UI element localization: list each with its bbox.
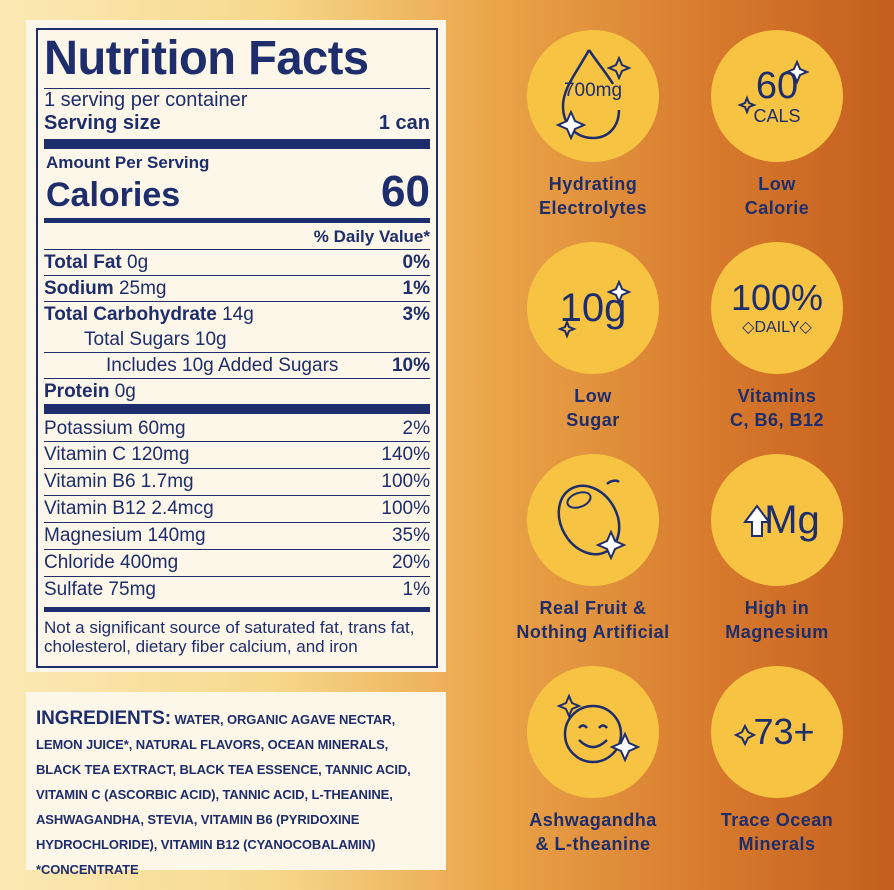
badge-low-calorie: 60 CALS Low Calorie xyxy=(686,30,868,220)
medium-divider xyxy=(44,218,430,223)
badge-icon-subtext: ◇DAILY◇ xyxy=(742,319,812,336)
nutrient-row: Protein 0g xyxy=(44,378,430,404)
nutrient-name: Total Carbohydrate xyxy=(44,303,217,325)
badge-real-fruit: Real Fruit & Nothing Artificial xyxy=(502,454,684,644)
nutrient-row: Total Fat 0g 0% xyxy=(44,249,430,275)
nutrition-title: Nutrition Facts xyxy=(44,32,369,85)
micronutrient-name: Sulfate 75mg xyxy=(44,579,156,600)
badge-label-line2: Magnesium xyxy=(725,622,829,642)
vitamins-icon: 100% ◇DAILY◇ xyxy=(731,278,823,338)
nutrient-row: Total Sugars 10g xyxy=(44,327,430,352)
micronutrient-name: Vitamin B6 1.7mg xyxy=(44,471,194,492)
badge-label-line2: Minerals xyxy=(738,834,816,854)
nutrient-name: Includes 10g Added Sugars xyxy=(106,354,339,376)
badge-trace-minerals: 73+ Trace Ocean Minerals xyxy=(686,666,868,856)
badge-label-line1: Low xyxy=(758,174,796,194)
nutrient-dv: 3% xyxy=(402,303,430,325)
micronutrient-dv: 2% xyxy=(402,417,430,439)
nutrient-name: Protein xyxy=(44,380,110,402)
smiley-icon xyxy=(556,693,641,764)
daily-value-header: % Daily Value* xyxy=(313,227,430,246)
nutrient-amount: 25mg xyxy=(118,277,167,299)
badge-ashwagandha: Ashwagandha & L-theanine xyxy=(502,666,684,856)
micronutrient-row: Chloride 400mg 20% xyxy=(44,549,430,576)
nutrient-row: Total Carbohydrate 14g 3% xyxy=(44,301,430,327)
nutrient-row: Includes 10g Added Sugars 10% xyxy=(44,352,430,378)
badge-icon-text: 60 xyxy=(755,65,799,107)
micronutrient-dv: 100% xyxy=(381,498,430,519)
nutrition-panel: Nutrition Facts 1 serving per container … xyxy=(26,20,446,672)
badge-label-line2: Calorie xyxy=(744,198,810,218)
nutrient-name: Total Sugars 10g xyxy=(84,328,227,350)
micronutrient-row: Vitamin B6 1.7mg 100% xyxy=(44,468,430,495)
badge-icon-text: 700mg xyxy=(563,80,623,101)
badge-label-line2: Sugar xyxy=(566,410,620,430)
micronutrient-dv: 140% xyxy=(381,444,430,465)
badge-high-magnesium: Mg High in Magnesium xyxy=(686,454,868,644)
ingredients-text: WATER, ORGANIC AGAVE NECTAR, LEMON JUICE… xyxy=(36,712,411,877)
micronutrient-name: Chloride 400mg xyxy=(44,552,179,573)
serving-size-label: Serving size xyxy=(44,112,161,134)
nutrient-amount: 0g xyxy=(114,380,136,402)
badge-icon-subtext: CALS xyxy=(753,106,801,126)
nutrient-row: Sodium 25mg 1% xyxy=(44,275,430,301)
calories-label: Calories xyxy=(46,176,181,214)
badge-label-line1: Ashwagandha xyxy=(529,810,657,830)
minerals-icon xyxy=(733,723,757,747)
nutrient-amount: 0g xyxy=(127,251,149,273)
calories-value: 60 xyxy=(381,167,430,216)
badge-label-line1: Vitamins xyxy=(737,386,817,406)
badge-label-line1: Real Fruit & xyxy=(539,598,647,618)
thick-divider xyxy=(44,139,430,149)
micronutrient-row: Magnesium 140mg 35% xyxy=(44,522,430,549)
nutrient-name: Sodium xyxy=(44,277,114,299)
badge-label-line1: Low xyxy=(574,386,612,406)
badge-icon-text: 10g xyxy=(559,285,627,330)
nutrition-footnote: Not a significant source of saturated fa… xyxy=(44,607,430,656)
badge-icon-text: 100% xyxy=(730,277,824,318)
micronutrient-dv: 100% xyxy=(381,471,430,492)
micronutrient-row: Vitamin C 120mg 140% xyxy=(44,441,430,468)
nutrient-amount: 14g xyxy=(222,303,254,325)
nutrient-dv: 1% xyxy=(402,277,430,299)
micronutrient-dv: 1% xyxy=(402,579,430,600)
nutrient-name: Total Fat xyxy=(44,251,122,273)
badge-hydrating-electrolytes: 700mg Hydrating Electrolytes xyxy=(502,30,684,220)
amount-per-serving: Amount Per Serving xyxy=(46,153,210,172)
micronutrient-row: Potassium 60mg 2% xyxy=(44,416,430,441)
micronutrient-row: Sulfate 75mg 1% xyxy=(44,576,430,603)
micronutrient-row: Vitamin B12 2.4mcg 100% xyxy=(44,495,430,522)
nutrient-dv: 0% xyxy=(402,251,430,273)
badge-label-line2: Electrolytes xyxy=(538,198,648,218)
water-drop-icon xyxy=(555,49,632,141)
magnesium-icon xyxy=(743,504,771,537)
badge-icon-text: 73+ xyxy=(753,711,815,752)
badge-label-line2: Nothing Artificial xyxy=(516,622,670,642)
lemon-icon xyxy=(557,479,627,561)
micronutrient-name: Vitamin C 120mg xyxy=(44,444,190,465)
calories-icon xyxy=(737,59,810,115)
sugar-icon xyxy=(557,279,632,339)
micronutrient-dv: 35% xyxy=(391,525,430,546)
badge-label-line2: & L-theanine xyxy=(535,834,651,854)
badge-low-sugar: 10g Low Sugar xyxy=(502,242,684,432)
badge-icon-text: Mg xyxy=(764,497,820,542)
nutrient-dv: 10% xyxy=(391,354,430,376)
micronutrient-name: Vitamin B12 2.4mcg xyxy=(44,498,214,519)
badge-vitamins: 100% ◇DAILY◇ Vitamins C, B6, B12 xyxy=(686,242,868,432)
nutrition-facts-label: Nutrition Facts 1 serving per container … xyxy=(36,28,438,668)
badge-label-line1: Hydrating xyxy=(548,174,638,194)
servings-per-container: 1 serving per container xyxy=(44,89,248,111)
badge-label-line1: Trace Ocean xyxy=(720,810,834,830)
ingredients-panel: INGREDIENTS: WATER, ORGANIC AGAVE NECTAR… xyxy=(26,692,446,877)
badge-label-line2: C, B6, B12 xyxy=(729,410,825,430)
ingredients-heading: INGREDIENTS: xyxy=(36,708,171,729)
micronutrient-dv: 20% xyxy=(391,552,430,573)
micronutrient-name: Magnesium 140mg xyxy=(44,525,206,546)
micronutrient-name: Potassium 60mg xyxy=(44,417,186,439)
thick-divider xyxy=(44,404,430,414)
serving-size-value: 1 can xyxy=(378,112,430,134)
badge-label-line1: High in xyxy=(744,598,810,618)
